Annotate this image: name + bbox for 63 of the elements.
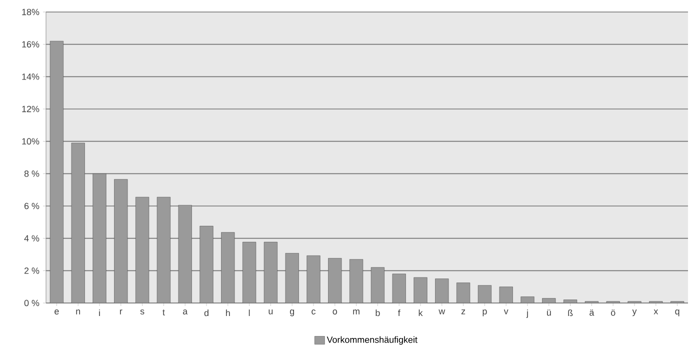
bar <box>114 179 128 303</box>
x-tick-label: t <box>162 310 165 316</box>
x-tick-label: ö <box>610 310 616 316</box>
bar <box>156 196 170 303</box>
x-tick-label: x <box>654 310 658 314</box>
x-tick-label: q <box>675 310 680 316</box>
bar <box>285 253 299 303</box>
x-tick-label: ü <box>547 310 551 316</box>
y-tick-label: 4 % <box>24 235 40 242</box>
y-tick-label: 10% <box>22 138 40 145</box>
bar <box>136 196 150 303</box>
x-tick-label: i <box>99 310 100 316</box>
y-tick-label: 16% <box>22 41 40 48</box>
x-tick-label: f <box>398 310 400 316</box>
x-tick-label: h <box>226 310 230 316</box>
x-tick-label: g <box>290 310 294 316</box>
x-tick-label: z <box>461 310 466 314</box>
x-tick-label: m <box>353 310 360 314</box>
x-tick-label: n <box>76 310 80 314</box>
bar <box>50 40 64 303</box>
bar <box>71 142 85 303</box>
y-tick-label: 6 % <box>24 202 40 210</box>
bar <box>178 205 192 303</box>
bar <box>499 286 513 303</box>
y-tick-label: 2 % <box>24 268 40 274</box>
x-tick-label: l <box>248 310 250 316</box>
bar <box>478 285 492 303</box>
bar <box>221 232 235 303</box>
x-tick-label: r <box>120 310 122 314</box>
x-tick-label: d <box>204 310 208 316</box>
x-tick-label: k <box>418 310 423 316</box>
bar <box>414 277 428 303</box>
y-tick-label: 8 % <box>24 170 40 177</box>
x-tick-label: v <box>504 310 508 314</box>
bar <box>328 258 342 303</box>
bar <box>435 278 449 303</box>
bar <box>264 242 278 303</box>
x-tick-label: b <box>376 310 380 316</box>
legend-label: Vorkommenshäufigkeit <box>326 336 418 345</box>
bar <box>350 259 364 303</box>
x-tick-label: j <box>526 310 528 318</box>
x-tick-label: a <box>182 310 188 314</box>
bar <box>200 226 214 303</box>
bar <box>392 274 406 303</box>
y-tick-label: 14% <box>22 74 40 80</box>
y-tick-label: 0 % <box>24 300 40 306</box>
x-tick-label: ä <box>590 310 594 316</box>
bar <box>306 256 320 303</box>
x-tick-label: p <box>482 310 487 316</box>
x-tick-label: w <box>438 310 446 314</box>
x-tick-label: c <box>312 310 316 314</box>
bar <box>92 174 106 303</box>
x-tick-label: ß <box>568 310 573 316</box>
x-tick-label: y <box>632 310 637 316</box>
y-tick-label: 12% <box>22 106 40 112</box>
bar <box>370 267 384 303</box>
bar <box>456 282 470 303</box>
bar <box>242 242 256 303</box>
x-tick-label: o <box>332 310 338 314</box>
y-tick-label: 18% <box>22 8 40 16</box>
x-tick-label: u <box>268 310 273 314</box>
x-tick-label: s <box>140 310 144 314</box>
x-tick-label: e <box>54 310 59 314</box>
